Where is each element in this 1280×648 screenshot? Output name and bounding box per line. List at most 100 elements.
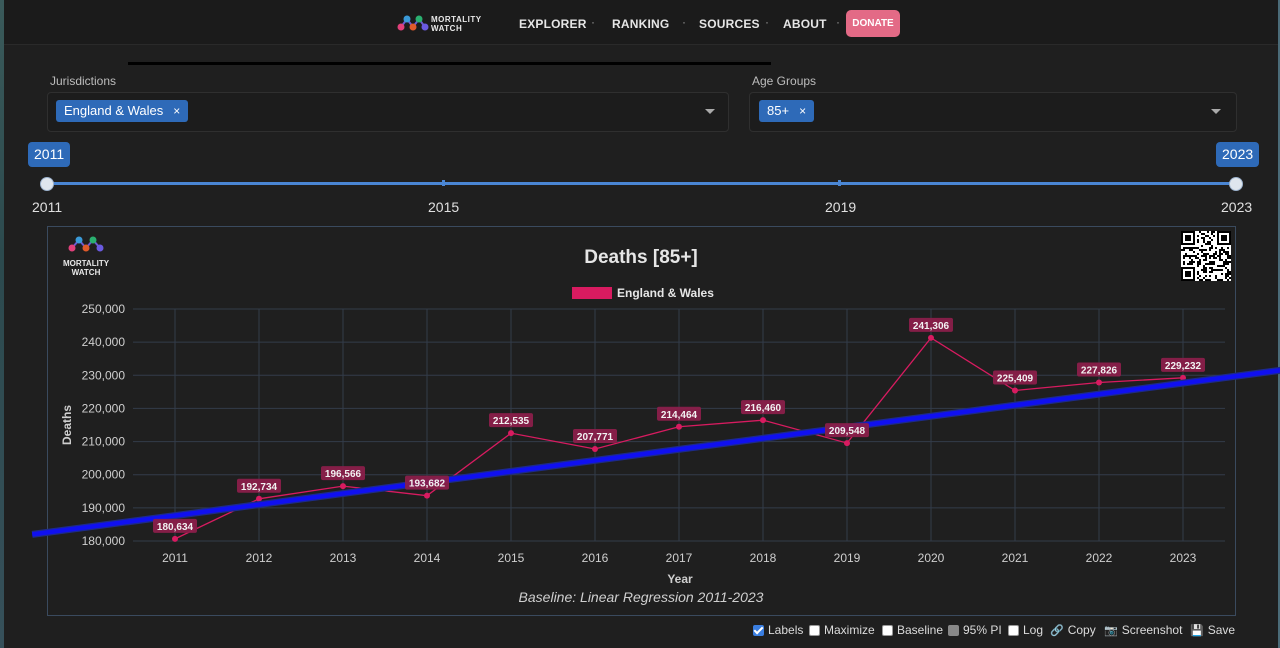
qr-module (1199, 231, 1201, 233)
qr-finder (1185, 271, 1191, 277)
qr-module (1207, 243, 1209, 245)
qr-module (1203, 269, 1205, 271)
slider-tick-label: 2019 (825, 199, 857, 215)
qr-module (1205, 271, 1207, 273)
qr-module (1213, 261, 1215, 263)
qr-module (1225, 267, 1227, 269)
qr-module (1205, 263, 1207, 265)
qr-module (1197, 261, 1199, 263)
qr-module (1219, 253, 1221, 255)
qr-module (1213, 263, 1215, 265)
qr-module (1221, 265, 1223, 267)
chart-frame (47, 226, 1236, 616)
top-navbar: MORTALITY WATCH EXPLORER · RANKING · SOU… (4, 0, 1278, 45)
chevron-down-icon[interactable] (705, 109, 715, 114)
donate-button[interactable]: DONATE (846, 10, 900, 37)
window-edge-right (1278, 0, 1280, 648)
qr-module (1227, 275, 1229, 277)
qr-module (1205, 249, 1207, 251)
nav-about[interactable]: ABOUT (783, 17, 827, 31)
qr-module (1209, 267, 1211, 269)
year-start-handle[interactable] (40, 177, 54, 191)
qr-module (1205, 257, 1207, 259)
qr-module (1205, 269, 1207, 271)
qr-module (1199, 279, 1201, 281)
qr-module (1197, 257, 1199, 259)
qr-module (1193, 251, 1195, 253)
qr-module (1225, 251, 1227, 253)
qr-module (1201, 249, 1203, 251)
qr-module (1229, 255, 1231, 257)
qr-module (1213, 253, 1215, 255)
maximize-checkbox[interactable] (809, 625, 820, 636)
qr-module (1197, 253, 1199, 255)
qr-module (1227, 271, 1229, 273)
maximize-toggle[interactable]: Maximize (809, 623, 875, 637)
slider-tick-label: 2015 (428, 199, 460, 215)
camera-icon: 📷 (1104, 625, 1118, 637)
qr-module (1207, 235, 1209, 237)
qr-module (1185, 253, 1187, 255)
baseline-toggle[interactable]: Baseline (882, 623, 943, 637)
qr-module (1193, 247, 1195, 249)
slider-tick-label: 2023 (1221, 199, 1253, 215)
age-groups-label: Age Groups (752, 74, 817, 88)
qr-module (1209, 249, 1211, 251)
qr-module (1223, 265, 1225, 267)
qr-module (1221, 279, 1223, 281)
labels-toggle[interactable]: Labels (753, 623, 803, 637)
qr-module (1207, 253, 1209, 255)
year-range-track[interactable] (47, 182, 1236, 185)
year-end-handle[interactable] (1229, 177, 1243, 191)
qr-module (1211, 247, 1213, 249)
qr-module (1199, 275, 1201, 277)
screenshot-button[interactable]: 📷 Screenshot (1104, 623, 1182, 637)
qr-module (1195, 257, 1197, 259)
qr-module (1205, 255, 1207, 257)
log-toggle[interactable]: Log (1008, 623, 1043, 637)
pi-toggle[interactable]: 95% PI (948, 623, 1002, 637)
qr-module (1221, 273, 1223, 275)
baseline-checkbox[interactable] (882, 625, 893, 636)
qr-module (1219, 265, 1221, 267)
qr-module (1203, 265, 1205, 267)
qr-module (1183, 247, 1185, 249)
qr-module (1225, 253, 1227, 255)
qr-module (1223, 249, 1225, 251)
jurisdictions-select[interactable]: England & Wales × (47, 92, 729, 132)
qr-module (1187, 263, 1189, 265)
remove-jurisdiction-icon[interactable]: × (173, 104, 181, 118)
qr-module (1211, 263, 1213, 265)
qr-module (1213, 231, 1215, 233)
nav-sources[interactable]: SOURCES (699, 17, 760, 31)
qr-module (1215, 269, 1217, 271)
qr-module (1181, 249, 1183, 251)
age-group-chip-label: 85+ (767, 103, 790, 118)
pi-checkbox[interactable] (948, 625, 959, 636)
qr-module (1183, 257, 1185, 259)
qr-module (1207, 231, 1209, 233)
save-button-label: Save (1207, 623, 1236, 637)
save-button[interactable]: 💾 Save (1190, 623, 1235, 637)
qr-module (1203, 241, 1205, 243)
qr-module (1225, 261, 1227, 263)
log-checkbox[interactable] (1008, 625, 1019, 636)
mortality-watch-logo[interactable]: MORTALITY WATCH (397, 13, 493, 35)
qr-module (1225, 275, 1227, 277)
nav-explorer[interactable]: EXPLORER (519, 17, 587, 31)
remove-age-group-icon[interactable]: × (799, 104, 807, 118)
qr-module (1191, 249, 1193, 251)
qr-module (1219, 259, 1221, 261)
qr-module (1215, 247, 1217, 249)
labels-checkbox[interactable] (753, 625, 764, 636)
qr-module (1209, 241, 1211, 243)
slider-tick-label: 2011 (32, 199, 63, 215)
qr-module (1229, 277, 1231, 279)
chevron-down-icon[interactable] (1211, 109, 1221, 114)
nav-ranking[interactable]: RANKING (612, 17, 670, 31)
qr-module (1225, 273, 1227, 275)
copy-button[interactable]: 🔗 Copy (1050, 623, 1096, 637)
age-groups-select[interactable]: 85+ × (749, 92, 1237, 132)
qr-module (1203, 271, 1205, 273)
qr-module (1185, 255, 1187, 257)
